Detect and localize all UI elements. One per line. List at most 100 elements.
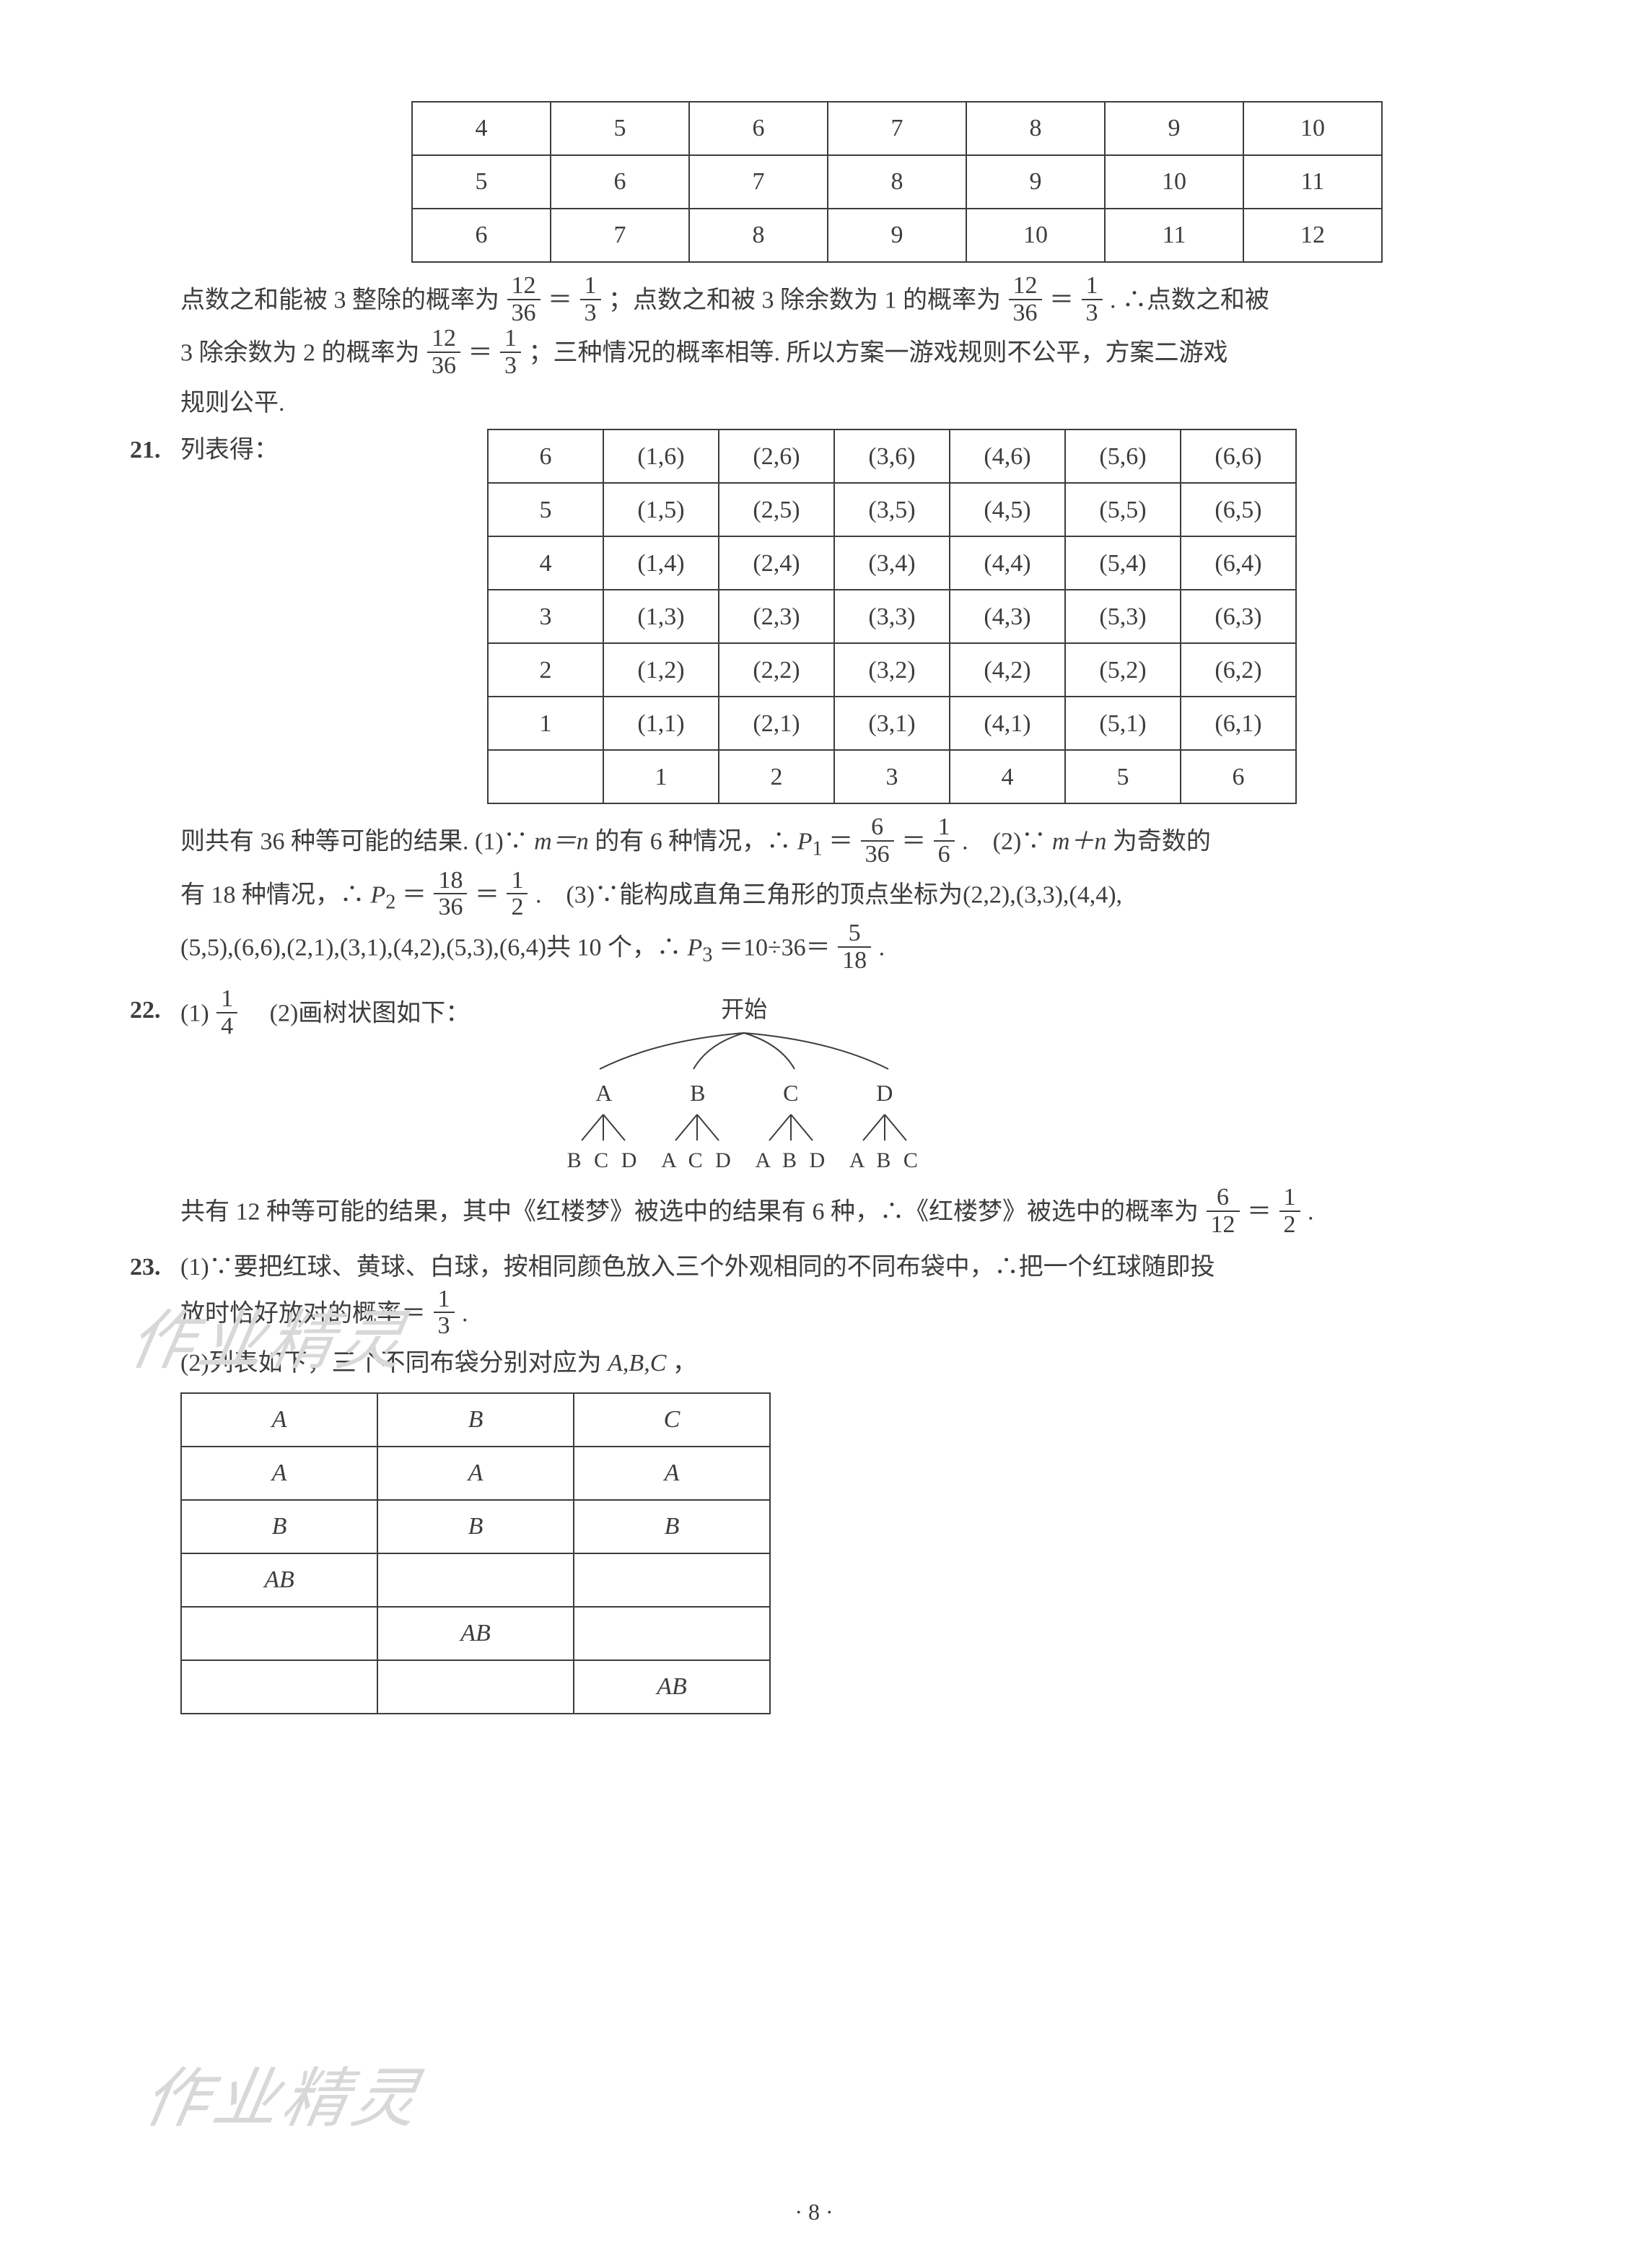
cell: (6,4) — [1181, 536, 1296, 590]
text: . — [462, 1300, 468, 1327]
text: ；三种情况的概率相等. 所以方案一游戏规则不公平，方案二游戏 — [529, 340, 1228, 367]
cell: (1,2) — [603, 643, 719, 697]
eq: ＝ — [1247, 1198, 1272, 1225]
cell: (3,2) — [834, 643, 950, 697]
math: P — [371, 881, 386, 908]
q23-line2: 放时恰好放对的概率＝ 13 . — [180, 1289, 1498, 1342]
cell: (3,3) — [834, 590, 950, 643]
table-row: AB — [181, 1660, 770, 1714]
cell: (1,6) — [603, 429, 719, 483]
cell: 1 — [603, 750, 719, 803]
cell: (2,2) — [719, 643, 834, 697]
cell: (5,5) — [1065, 483, 1181, 536]
fraction: 636 — [861, 814, 894, 867]
math: A,B,C — [608, 1350, 666, 1377]
cell — [377, 1553, 574, 1607]
text: 共有 12 种等可能的结果，其中《红楼梦》被选中的结果有 6 种，∴《红楼梦》被… — [180, 1198, 1199, 1225]
cell: (1,3) — [603, 590, 719, 643]
math: m＋n — [1052, 829, 1107, 855]
text: 则共有 36 种等可能的结果. (1)∵ — [180, 829, 528, 855]
cell: 4 — [412, 102, 551, 155]
fraction: 13 — [500, 326, 521, 378]
cell: 5 — [551, 102, 689, 155]
cell: 9 — [828, 209, 966, 262]
tree-branches-1-icon — [556, 1029, 932, 1073]
q22: 22. (1) 14 (2)画树状图如下： 开始 — [130, 989, 1498, 1240]
cell: (6,1) — [1181, 697, 1296, 750]
cell: 6 — [551, 155, 689, 209]
q22-part1: (1) 14 (2)画树状图如下： — [180, 989, 470, 1042]
math: P — [688, 934, 703, 961]
table-row: ABC — [181, 1393, 770, 1447]
cell — [377, 1660, 574, 1714]
tree-leaf-group: A B C — [849, 1142, 922, 1180]
page: 作业精灵 作业精灵 4 5 6 7 8 9 10 5 6 7 8 9 10 11 — [0, 0, 1628, 2268]
tree-leaf-group: A B D — [755, 1142, 828, 1180]
cell: AB — [377, 1607, 574, 1660]
cell: (1,1) — [603, 697, 719, 750]
q23: 23. (1)∵要把红球、黄球、白球，按相同颜色放入三个外观相同的不同布袋中，∴… — [130, 1246, 1498, 1714]
cell: 9 — [1105, 102, 1243, 155]
cell: (2,1) — [719, 697, 834, 750]
table-row: 2(1,2)(2,2)(3,2)(4,2)(5,2)(6,2) — [488, 643, 1296, 697]
cell: (6,6) — [1181, 429, 1296, 483]
text: . ∴点数之和被 — [1110, 287, 1269, 313]
sub: 1 — [813, 838, 823, 860]
table-row: 6(1,6)(2,6)(3,6)(4,6)(5,6)(6,6) — [488, 429, 1296, 483]
table-row: 6 7 8 9 10 11 12 — [412, 209, 1382, 262]
cell: (2,6) — [719, 429, 834, 483]
eq: ＝ — [475, 881, 499, 908]
cell: 10 — [966, 209, 1105, 262]
cell — [181, 1607, 377, 1660]
eq: ＝ — [828, 829, 853, 855]
sub: 2 — [385, 891, 395, 913]
cell: (4,5) — [950, 483, 1065, 536]
cell: 7 — [551, 209, 689, 262]
cell — [574, 1553, 770, 1607]
cell: B — [377, 1393, 574, 1447]
cell: (1,4) — [603, 536, 719, 590]
tree-diagram: 开始 A B C D — [556, 989, 932, 1180]
table-row: 4 5 6 7 8 9 10 — [412, 102, 1382, 155]
table-row: 1(1,1)(2,1)(3,1)(4,1)(5,1)(6,1) — [488, 697, 1296, 750]
cell: (4,4) — [950, 536, 1065, 590]
cell: (4,3) — [950, 590, 1065, 643]
cell: 6 — [689, 102, 828, 155]
tree-leaf-group: B C D — [567, 1142, 641, 1180]
tree-level2: B C D A C D A B D A B C — [556, 1142, 932, 1180]
cell: 10 — [1105, 155, 1243, 209]
tree-root: 开始 — [556, 989, 932, 1029]
text: 有 18 种情况，∴ — [180, 881, 364, 908]
q21-num: 21. — [130, 429, 180, 472]
cell: 7 — [828, 102, 966, 155]
sub: 3 — [702, 943, 712, 966]
q21-table: 6(1,6)(2,6)(3,6)(4,6)(5,6)(6,6) 5(1,5)(2… — [487, 429, 1297, 804]
fraction: 13 — [1082, 273, 1103, 326]
q23-line1: (1)∵要把红球、黄球、白球，按相同颜色放入三个外观相同的不同布袋中，∴把一个红… — [180, 1246, 1498, 1289]
text: . (2)∵ — [962, 829, 1046, 855]
cell: 2 — [719, 750, 834, 803]
q21: 21. 列表得： 6(1,6)(2,6)(3,6)(4,6)(5,6)(6,6)… — [130, 429, 1498, 976]
table1: 4 5 6 7 8 9 10 5 6 7 8 9 10 11 6 7 8 — [411, 101, 1383, 263]
text: (5,5),(6,6),(2,1),(3,1),(4,2),(5,3),(6,4… — [180, 934, 681, 961]
cell: (4,1) — [950, 697, 1065, 750]
tree-node: A — [595, 1073, 612, 1113]
cell: (2,4) — [719, 536, 834, 590]
text: 放时恰好放对的概率＝ — [180, 1300, 426, 1327]
cell: (6,5) — [1181, 483, 1296, 536]
math: P — [797, 829, 813, 855]
cell: (6,3) — [1181, 590, 1296, 643]
cell: 8 — [828, 155, 966, 209]
eq: ＝ — [1049, 287, 1074, 313]
cell: 12 — [1243, 209, 1382, 262]
table-row: 5(1,5)(2,5)(3,5)(4,5)(5,5)(6,5) — [488, 483, 1296, 536]
page-number: · 8 · — [0, 2191, 1628, 2232]
cell: 6 — [488, 429, 603, 483]
eq: ＝ — [901, 829, 926, 855]
cell: 6 — [1181, 750, 1296, 803]
tree-level1: A B C D — [556, 1073, 932, 1113]
cell — [181, 1660, 377, 1714]
table-row: 3(1,3)(2,3)(3,3)(4,3)(5,3)(6,3) — [488, 590, 1296, 643]
cell: 11 — [1243, 155, 1382, 209]
text: 点数之和能被 3 整除的概率为 — [180, 287, 499, 313]
